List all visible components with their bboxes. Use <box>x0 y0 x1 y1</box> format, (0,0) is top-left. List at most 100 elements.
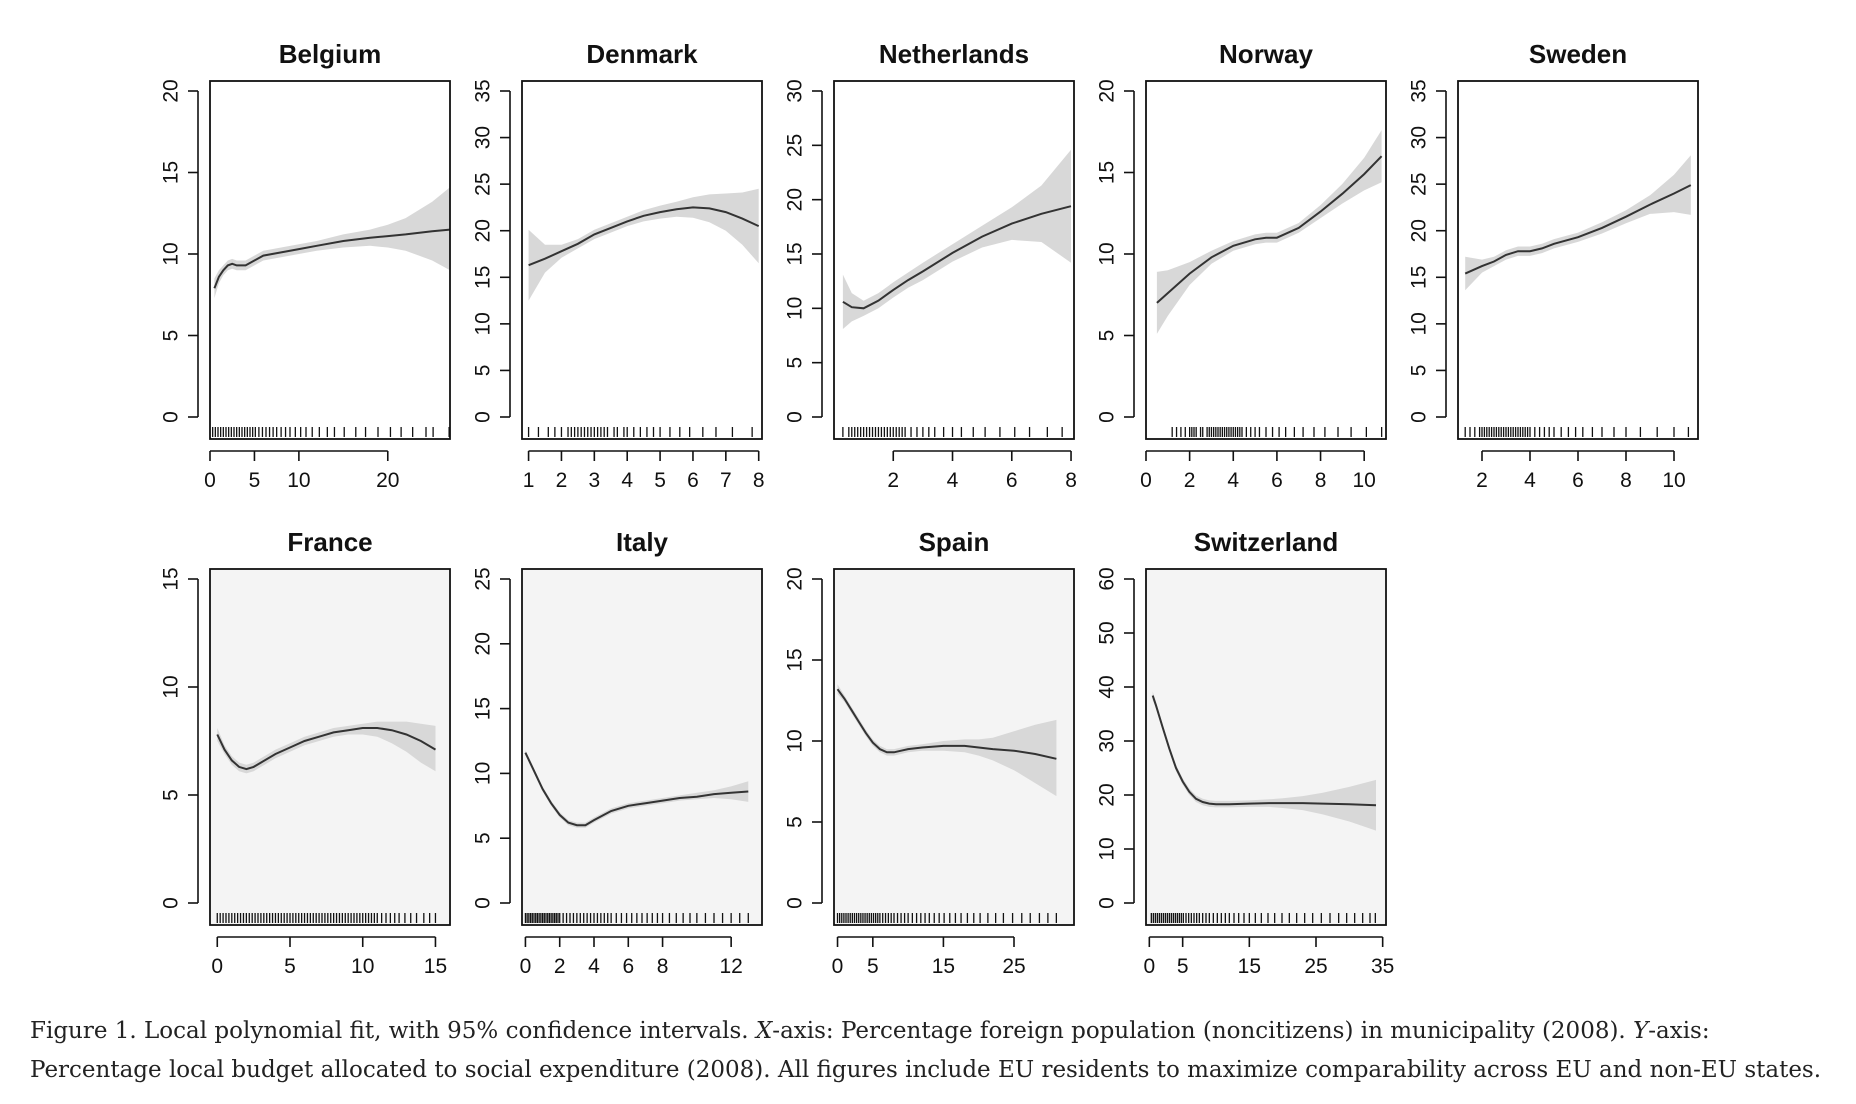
x-tick-label: 5 <box>284 955 296 978</box>
plot-frame <box>209 80 451 440</box>
plot-frame <box>1145 80 1387 440</box>
panel-title: Italy <box>616 527 669 557</box>
panel-france: France 0 5 10 15 0 5 10 15 <box>159 527 451 978</box>
panel-belgium: Belgium 0 5 10 15 20 0 5 10 20 <box>159 39 451 492</box>
fitted-curve <box>1464 184 1692 275</box>
y-tick-label: 10 <box>159 242 182 265</box>
y-tick-label: 5 <box>159 330 182 342</box>
panel-title: Sweden <box>1529 39 1627 69</box>
x-tick-label: 2 <box>1184 469 1196 492</box>
x-tick-label: 2 <box>887 469 899 492</box>
plot-area <box>522 569 762 925</box>
x-tick-label: 7 <box>720 469 732 492</box>
y-tick-label: 0 <box>159 411 182 423</box>
fitted-curve <box>213 228 451 289</box>
y-tick-label: 30 <box>783 79 806 102</box>
confidence-band <box>528 188 759 301</box>
y-tick-label: 25 <box>471 172 494 195</box>
y-tick-label: 10 <box>1095 837 1118 860</box>
y-tick-label: 5 <box>1095 330 1118 342</box>
x-tick-label: 10 <box>1353 469 1376 492</box>
x-tick-label: 6 <box>1006 469 1018 492</box>
y-tick-label: 30 <box>1407 126 1430 149</box>
y-tick-label: 5 <box>783 357 806 369</box>
y-tick-label: 0 <box>1095 411 1118 423</box>
x-tick-label: 8 <box>1315 469 1327 492</box>
y-tick-label: 20 <box>471 219 494 242</box>
plot-frame <box>833 568 1075 926</box>
fitted-curve <box>842 205 1072 310</box>
y-tick-label: 5 <box>471 365 494 377</box>
x-tick-label: 2 <box>556 469 568 492</box>
panel-norway: Norway 0 5 10 15 20 0 2 4 6 8 10 <box>1095 39 1387 492</box>
x-tick-label: 5 <box>1177 955 1189 978</box>
panel-title: France <box>287 527 372 557</box>
x-tick-label: 20 <box>376 469 399 492</box>
x-tick-label: 4 <box>621 469 633 492</box>
y-tick-label: 15 <box>159 567 182 590</box>
panel-title: Denmark <box>586 39 698 69</box>
y-tick-label: 30 <box>471 126 494 149</box>
y-tick-label: 0 <box>159 897 182 909</box>
x-tick-label: 6 <box>1572 469 1584 492</box>
y-tick-label: 0 <box>783 411 806 423</box>
y-tick-label: 15 <box>1095 161 1118 184</box>
y-tick-label: 10 <box>783 297 806 320</box>
y-tick-label: 10 <box>1095 242 1118 265</box>
y-tick-label: 25 <box>783 134 806 157</box>
y-tick-label: 20 <box>1095 79 1118 102</box>
plot-area <box>1146 569 1386 925</box>
y-tick-label: 0 <box>471 411 494 423</box>
panel-title: Netherlands <box>879 39 1029 69</box>
x-tick-label: 2 <box>554 955 566 978</box>
y-tick-label: 25 <box>471 567 494 590</box>
y-tick-label: 10 <box>1407 312 1430 335</box>
y-tick-label: 15 <box>159 161 182 184</box>
x-tick-label: 15 <box>424 955 447 978</box>
x-tick-label: 0 <box>1140 469 1152 492</box>
y-tick-label: 50 <box>1095 621 1118 644</box>
x-tick-label: 3 <box>588 469 600 492</box>
fitted-curve <box>836 688 1057 760</box>
caption-x-letter: X <box>755 1018 773 1044</box>
plot-frame <box>1457 80 1699 440</box>
x-tick-label: 2 <box>1476 469 1488 492</box>
x-tick-label: 12 <box>719 955 742 978</box>
y-tick-label: 10 <box>471 762 494 785</box>
x-tick-label: 10 <box>287 469 310 492</box>
x-tick-label: 5 <box>249 469 261 492</box>
y-tick-label: 5 <box>159 789 182 801</box>
y-tick-label: 15 <box>471 697 494 720</box>
x-tick-label: 8 <box>1620 469 1632 492</box>
x-tick-label: 15 <box>932 955 955 978</box>
x-tick-label: 1 <box>523 469 535 492</box>
x-tick-label: 35 <box>1371 955 1394 978</box>
y-tick-label: 20 <box>1407 219 1430 242</box>
x-tick-label: 6 <box>622 955 634 978</box>
y-tick-label: 60 <box>1095 567 1118 590</box>
y-tick-label: 30 <box>1095 729 1118 752</box>
x-tick-label: 8 <box>657 955 669 978</box>
plot-frame <box>209 568 451 926</box>
y-tick-label: 35 <box>471 79 494 102</box>
x-tick-label: 5 <box>867 955 879 978</box>
x-tick-label: 25 <box>1304 955 1327 978</box>
y-tick-label: 25 <box>1407 172 1430 195</box>
x-tick-label: 6 <box>1271 469 1283 492</box>
panel-netherlands: Netherlands 0 5 10 15 20 25 30 2 4 6 8 <box>783 39 1077 492</box>
x-tick-label: 4 <box>947 469 959 492</box>
x-tick-label: 6 <box>687 469 699 492</box>
plot-frame <box>833 80 1075 440</box>
y-tick-label: 0 <box>1407 411 1430 423</box>
figure-caption: Figure 1. Local polynomial fit, with 95%… <box>30 1012 1830 1090</box>
y-tick-label: 20 <box>471 632 494 655</box>
x-tick-label: 0 <box>211 955 223 978</box>
x-tick-label: 25 <box>1002 955 1025 978</box>
y-tick-label: 10 <box>159 675 182 698</box>
x-tick-label: 5 <box>654 469 666 492</box>
x-tick-label: 4 <box>588 955 600 978</box>
